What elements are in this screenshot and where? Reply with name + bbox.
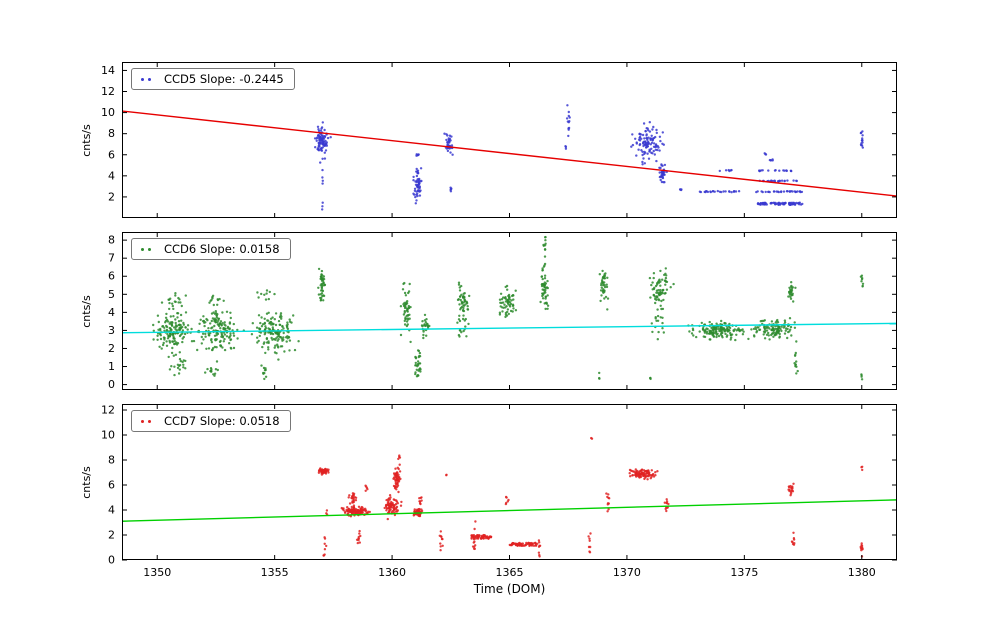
tick-marks bbox=[122, 404, 897, 561]
trend-line bbox=[122, 110, 897, 197]
y-axis-label-text: cnts/s bbox=[79, 294, 93, 328]
subplot-ccd6: 0 1 2 3 4 5 6 7 8 cnts/s CCD6 Slope: 0.0158 bbox=[80, 232, 897, 391]
svg-text:2: 2 bbox=[108, 190, 115, 203]
svg-text:6: 6 bbox=[108, 479, 115, 492]
svg-text:14: 14 bbox=[101, 64, 115, 77]
scatter-points bbox=[317, 436, 864, 558]
svg-text:8: 8 bbox=[108, 454, 115, 467]
svg-text:1350: 1350 bbox=[143, 566, 171, 579]
tick-labels: 2 4 6 8 10 12 14 bbox=[101, 64, 115, 203]
svg-text:1370: 1370 bbox=[613, 566, 641, 579]
legend-label: CCD5 Slope: -0.2445 bbox=[164, 72, 284, 86]
svg-text:0: 0 bbox=[108, 554, 115, 567]
svg-text:1375: 1375 bbox=[730, 566, 758, 579]
legend-ccd5: CCD5 Slope: -0.2445 bbox=[131, 68, 295, 90]
svg-text:8: 8 bbox=[108, 234, 115, 247]
svg-text:4: 4 bbox=[108, 306, 115, 319]
y-axis-label-ccd7: cnts/s bbox=[76, 404, 96, 560]
svg-text:5: 5 bbox=[108, 288, 115, 301]
subplot-ccd7: 0 2 4 6 8 10 12 1350 1355 1360 1365 1370 1375 1380 cn… bbox=[80, 404, 897, 579]
y-axis-label-text: cnts/s bbox=[79, 465, 93, 499]
tick-labels: 0 2 4 6 8 10 12 1350 1355 1360 1365 1370 1375 1380 bbox=[101, 404, 876, 580]
svg-text:10: 10 bbox=[101, 106, 115, 119]
legend-ccd6: CCD6 Slope: 0.0158 bbox=[131, 238, 291, 260]
legend-ccd7: CCD7 Slope: 0.0518 bbox=[131, 410, 291, 432]
legend-marker-icon bbox=[141, 419, 155, 423]
svg-text:1355: 1355 bbox=[261, 566, 289, 579]
svg-text:1360: 1360 bbox=[378, 566, 406, 579]
svg-text:6: 6 bbox=[108, 148, 115, 161]
y-axis-label-ccd6: cnts/s bbox=[76, 232, 96, 390]
tick-marks bbox=[122, 62, 897, 218]
svg-text:1: 1 bbox=[108, 360, 115, 373]
x-axis-label: Time (DOM) bbox=[473, 582, 546, 596]
scatter-points bbox=[313, 104, 864, 211]
svg-text:7: 7 bbox=[108, 252, 115, 265]
tick-marks bbox=[122, 232, 897, 390]
legend-label: CCD7 Slope: 0.0518 bbox=[164, 414, 280, 428]
svg-text:2: 2 bbox=[108, 529, 115, 542]
svg-text:12: 12 bbox=[101, 85, 115, 98]
svg-text:1380: 1380 bbox=[848, 566, 876, 579]
y-axis-label-ccd5: cnts/s bbox=[76, 62, 96, 218]
svg-text:2: 2 bbox=[108, 342, 115, 355]
y-axis-label-text: cnts/s bbox=[79, 123, 93, 157]
trend-line bbox=[122, 499, 897, 522]
svg-text:10: 10 bbox=[101, 429, 115, 442]
legend-marker-icon bbox=[141, 77, 155, 81]
trend-line bbox=[122, 322, 897, 334]
legend-label: CCD6 Slope: 0.0158 bbox=[164, 242, 280, 256]
subplot-ccd5: 2 4 6 8 10 12 14 cnts/s CCD5 Slope: -0.2445 bbox=[80, 62, 897, 218]
tick-labels: 0 1 2 3 4 5 6 7 8 bbox=[108, 234, 115, 391]
svg-text:6: 6 bbox=[108, 270, 115, 283]
svg-text:12: 12 bbox=[101, 404, 115, 417]
svg-text:4: 4 bbox=[108, 169, 115, 182]
svg-text:0: 0 bbox=[108, 378, 115, 391]
svg-text:1365: 1365 bbox=[496, 566, 524, 579]
legend-marker-icon bbox=[141, 247, 155, 251]
svg-text:4: 4 bbox=[108, 504, 115, 517]
svg-text:8: 8 bbox=[108, 127, 115, 140]
svg-text:3: 3 bbox=[108, 324, 115, 337]
